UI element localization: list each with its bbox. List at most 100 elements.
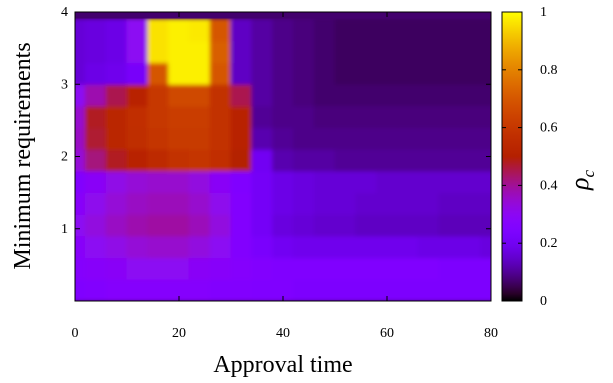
- x-tick-label: 20: [172, 326, 186, 341]
- heatmap-cell: [459, 192, 482, 215]
- heatmap-cell: [438, 170, 461, 194]
- heatmap-cell: [230, 170, 253, 194]
- heatmap-cell: [230, 105, 253, 129]
- heatmap-cell: [438, 40, 461, 64]
- heatmap-cell: [84, 105, 107, 129]
- heatmap-cell: [313, 170, 336, 194]
- heatmap-cell: [459, 170, 482, 194]
- colorbar-title: ρc: [565, 170, 598, 191]
- heatmap-cell: [75, 235, 86, 259]
- heatmap-cell: [272, 170, 294, 194]
- colorbar-tick-label: 0.8: [540, 63, 558, 78]
- heatmap-cell: [84, 192, 107, 215]
- heatmap-cell: [188, 278, 211, 301]
- heatmap-cell: [126, 127, 149, 150]
- heatmap-cell: [188, 213, 211, 237]
- heatmap-cell: [105, 127, 128, 150]
- heatmap-cell: [480, 170, 491, 194]
- heatmap-cell: [168, 148, 190, 172]
- heatmap-cell: [292, 170, 315, 194]
- heatmap-cell: [168, 40, 190, 64]
- heatmap-cell: [313, 105, 336, 129]
- heatmap-cell: [251, 213, 274, 237]
- heatmap-cell: [75, 148, 86, 172]
- heatmap-cell: [459, 62, 482, 85]
- heatmap-cell: [272, 18, 294, 42]
- heatmap-cell: [396, 192, 419, 215]
- heatmap-cell: [75, 40, 86, 64]
- heatmap-cell: [313, 127, 336, 150]
- heatmap-cell: [272, 192, 294, 215]
- heatmap-cell: [84, 170, 107, 194]
- x-axis-title: Approval time: [213, 352, 352, 378]
- heatmap-cell: [147, 278, 170, 301]
- x-tick-label: 0: [72, 326, 79, 341]
- heatmap-cell: [480, 127, 491, 150]
- heatmap-cell: [105, 278, 128, 301]
- heatmap-cell: [168, 170, 190, 194]
- heatmap-cell: [334, 213, 357, 237]
- heatmap-cell: [459, 213, 482, 237]
- heatmap-cell: [84, 235, 107, 259]
- heatmap-cell: [272, 40, 294, 64]
- heatmap-cell: [396, 148, 419, 172]
- heatmap-cell: [168, 127, 190, 150]
- heatmap-cell: [417, 40, 440, 64]
- heatmap-cell: [334, 278, 357, 301]
- heatmap-cell: [292, 192, 315, 215]
- heatmap-cell: [334, 257, 357, 280]
- heatmap-cell: [417, 148, 440, 172]
- heatmap-cell: [334, 170, 357, 194]
- heatmap-cell: [230, 83, 253, 107]
- heatmap-cell: [417, 170, 440, 194]
- heatmap-cell: [230, 278, 253, 301]
- heatmap-cell: [147, 105, 170, 129]
- heatmap-cell: [230, 62, 253, 85]
- heatmap-cell: [230, 127, 253, 150]
- heatmap-cell: [438, 18, 461, 42]
- heatmap-cell: [355, 235, 378, 259]
- heatmap-cell: [313, 62, 336, 85]
- heatmap-cell: [230, 18, 253, 42]
- heatmap-cell: [376, 235, 398, 259]
- heatmap-cell: [251, 83, 274, 107]
- heatmap-cell: [376, 278, 398, 301]
- heatmap-cell: [84, 62, 107, 85]
- heatmap-cell: [480, 235, 491, 259]
- heatmap-cell: [251, 170, 274, 194]
- heatmap-cell: [396, 257, 419, 280]
- heatmap-cell: [292, 105, 315, 129]
- heatmap-cell: [251, 235, 274, 259]
- heatmap-cell: [209, 40, 232, 64]
- x-axis-ticks: 0 20 40 60 80: [72, 12, 498, 341]
- heatmap-cell: [147, 127, 170, 150]
- heatmap-cell: [230, 235, 253, 259]
- heatmap-cell: [376, 148, 398, 172]
- heatmap-cell: [188, 192, 211, 215]
- heatmap-cell: [272, 278, 294, 301]
- heatmap-cell: [376, 170, 398, 194]
- heatmap-cell: [480, 105, 491, 129]
- heatmap-cell: [376, 62, 398, 85]
- heatmap-cell: [188, 83, 211, 107]
- heatmap-cell: [209, 148, 232, 172]
- colorbar: [501, 11, 523, 302]
- heatmap-cell: [126, 40, 149, 64]
- heatmap-cell: [417, 192, 440, 215]
- heatmap-cell: [396, 105, 419, 129]
- heatmap-cell: [147, 148, 170, 172]
- heatmap-cell: [459, 148, 482, 172]
- heatmap-cell: [272, 257, 294, 280]
- heatmap-cell: [209, 213, 232, 237]
- heatmap-cell: [126, 192, 149, 215]
- heatmap-cell: [188, 257, 211, 280]
- heatmap-cell: [396, 62, 419, 85]
- heatmap-cell: [126, 148, 149, 172]
- x-tick-label: 60: [380, 326, 394, 341]
- heatmap-cell: [84, 278, 107, 301]
- heatmap-cell: [230, 40, 253, 64]
- heatmap-cell: [292, 148, 315, 172]
- y-tick-label: 1: [61, 222, 68, 237]
- heatmap-cell: [417, 127, 440, 150]
- heatmap-cell: [105, 18, 128, 42]
